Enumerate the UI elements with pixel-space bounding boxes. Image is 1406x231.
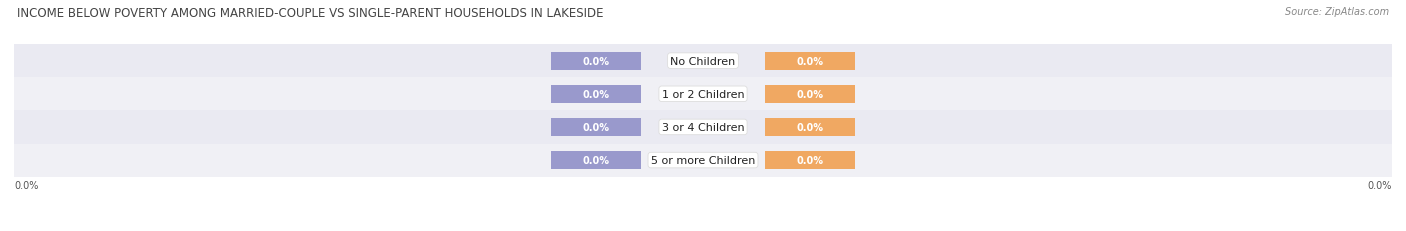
Text: 0.0%: 0.0% xyxy=(796,122,824,132)
Text: 0.0%: 0.0% xyxy=(796,155,824,165)
Text: 3 or 4 Children: 3 or 4 Children xyxy=(662,122,744,132)
Text: No Children: No Children xyxy=(671,56,735,66)
Bar xyxy=(765,151,855,170)
Text: 0.0%: 0.0% xyxy=(796,56,824,66)
Bar xyxy=(765,52,855,70)
Text: 1 or 2 Children: 1 or 2 Children xyxy=(662,89,744,99)
Bar xyxy=(14,45,1392,78)
Bar xyxy=(551,85,641,103)
Text: 0.0%: 0.0% xyxy=(582,122,610,132)
Text: 0.0%: 0.0% xyxy=(1368,180,1392,190)
Text: INCOME BELOW POVERTY AMONG MARRIED-COUPLE VS SINGLE-PARENT HOUSEHOLDS IN LAKESID: INCOME BELOW POVERTY AMONG MARRIED-COUPL… xyxy=(17,7,603,20)
Bar xyxy=(14,78,1392,111)
Text: 0.0%: 0.0% xyxy=(582,89,610,99)
Bar xyxy=(551,151,641,170)
Text: 0.0%: 0.0% xyxy=(796,89,824,99)
Text: Source: ZipAtlas.com: Source: ZipAtlas.com xyxy=(1285,7,1389,17)
Text: 0.0%: 0.0% xyxy=(582,56,610,66)
Bar xyxy=(14,111,1392,144)
Bar xyxy=(765,85,855,103)
Bar xyxy=(14,144,1392,177)
Text: 0.0%: 0.0% xyxy=(582,155,610,165)
Bar xyxy=(551,118,641,137)
Legend: Married Couples, Single Parents: Married Couples, Single Parents xyxy=(599,229,807,231)
Text: 5 or more Children: 5 or more Children xyxy=(651,155,755,165)
Bar xyxy=(765,118,855,137)
Bar xyxy=(551,52,641,70)
Text: 0.0%: 0.0% xyxy=(14,180,38,190)
